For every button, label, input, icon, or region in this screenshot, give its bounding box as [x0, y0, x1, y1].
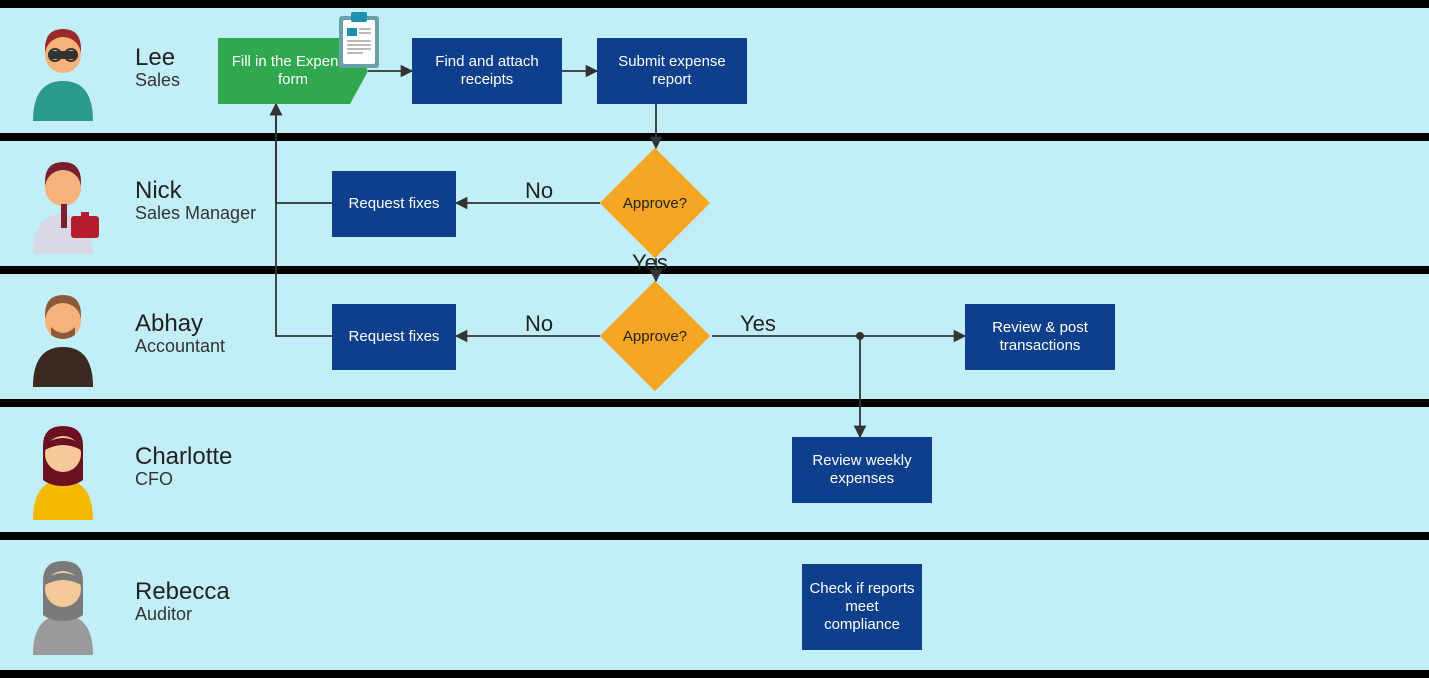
process-node: Request fixes [332, 304, 456, 370]
process-node: Review weekly expenses [792, 437, 932, 503]
persona-label-abhay: AbhayAccountant [135, 311, 335, 357]
decision-label: Approve? [600, 148, 710, 258]
edge-label: Yes [740, 311, 776, 337]
persona-role: Sales Manager [135, 204, 335, 224]
persona-name: Charlotte [135, 444, 335, 470]
edge-label: No [525, 178, 553, 204]
avatar-abhay [18, 287, 108, 387]
lane-divider [0, 532, 1429, 540]
edge-label: No [525, 311, 553, 337]
process-node: Check if reports meet compliance [802, 564, 922, 650]
persona-role: Accountant [135, 337, 335, 357]
avatar-lee [18, 21, 108, 121]
avatar-nick [18, 154, 108, 254]
persona-role: Auditor [135, 605, 335, 625]
persona-name: Rebecca [135, 579, 335, 605]
persona-name: Abhay [135, 311, 335, 337]
lane-divider [0, 266, 1429, 274]
process-node: Request fixes [332, 171, 456, 237]
lane-divider [0, 0, 1429, 8]
persona-role: CFO [135, 470, 335, 490]
lane-divider [0, 399, 1429, 407]
persona-label-rebecca: RebeccaAuditor [135, 579, 335, 625]
persona-name: Nick [135, 178, 335, 204]
decision-label: Approve? [600, 281, 710, 391]
lane-divider [0, 670, 1429, 678]
avatar-charlotte [18, 420, 108, 520]
process-node: Review & post transactions [965, 304, 1115, 370]
clipboard-icon [335, 10, 383, 70]
persona-label-charlotte: CharlotteCFO [135, 444, 335, 490]
process-node: Submit expense report [597, 38, 747, 104]
swimlane-diagram: LeeSales NickSales Manager AbhayAccounta… [0, 0, 1429, 678]
persona-label-nick: NickSales Manager [135, 178, 335, 224]
process-node: Find and attach receipts [412, 38, 562, 104]
avatar-rebecca [18, 555, 108, 655]
lane-divider [0, 133, 1429, 141]
